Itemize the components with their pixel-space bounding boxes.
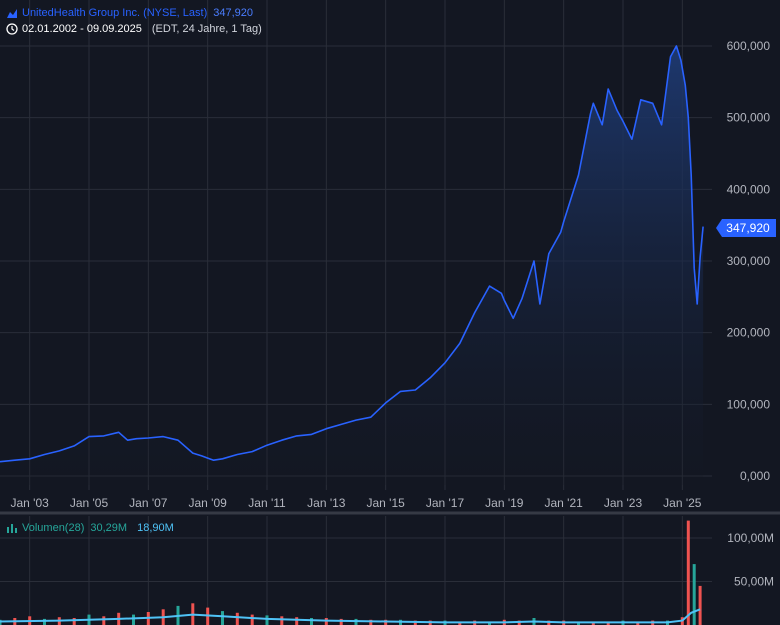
y-tick-label: 100,000 <box>727 397 771 411</box>
price-line <box>0 45 704 463</box>
volume-bar <box>280 616 284 625</box>
volume-bar <box>692 564 696 625</box>
volume-bar <box>295 617 299 625</box>
volume-bar <box>369 619 373 625</box>
y-tick-label: 400,000 <box>727 182 771 196</box>
price-area <box>0 45 704 485</box>
y-tick-label: 200,000 <box>727 326 771 340</box>
volume-label: Volumen(28) <box>22 522 85 534</box>
y-tick-label: 500,000 <box>727 111 771 125</box>
area-chart-icon <box>7 9 17 18</box>
volume-bars <box>0 520 702 625</box>
x-tick-label: Jan '13 <box>307 496 346 510</box>
price-badge-label: 347,920 <box>726 221 770 235</box>
clock-icon <box>6 23 18 35</box>
date-range-legend[interactable]: 02.01.2002 - 09.09.2025 (EDT, 24 Jahre, … <box>6 22 262 36</box>
volume-value-2: 18,90M <box>137 522 174 534</box>
volume-value-1: 30,29M <box>90 522 128 534</box>
volume-y-tick-label: 100,00M <box>727 531 774 545</box>
volume-bar <box>132 614 135 625</box>
volume-bar <box>102 616 106 625</box>
x-tick-label: Jan '23 <box>604 496 643 510</box>
volume-bar <box>72 618 76 625</box>
volume-ma-line <box>0 608 701 624</box>
price-badge-shape <box>716 219 776 237</box>
range-info: (EDT, 24 Jahre, 1 Tag) <box>151 23 262 35</box>
y-tick-label: 0,000 <box>740 469 770 483</box>
instrument-last-price: 347,920 <box>213 7 254 19</box>
volume-y-tick-label: 50,00M <box>734 575 774 589</box>
x-tick-label: Jan '15 <box>367 496 406 510</box>
x-tick-label: Jan '19 <box>485 496 524 510</box>
price-badge: 347,920 <box>716 219 776 237</box>
x-tick-label: Jan '07 <box>129 496 168 510</box>
x-tick-label: Jan '11 <box>248 496 286 510</box>
instrument-name: UnitedHealth Group Inc. (NYSE, Last) <box>22 7 208 19</box>
x-tick-label: Jan '05 <box>70 496 109 510</box>
x-tick-label: Jan '03 <box>11 496 50 510</box>
x-tick-label: Jan '25 <box>663 496 702 510</box>
x-tick-label: Jan '21 <box>545 496 584 510</box>
volume-bar <box>221 611 224 625</box>
volume-bar <box>43 618 46 625</box>
volume-bar <box>235 612 239 625</box>
volume-bars-icon <box>7 524 17 533</box>
volume-bar <box>310 618 313 625</box>
axes: Jan '03 Jan '05 Jan '07 Jan '09 Jan '11 Jan '… <box>11 39 774 589</box>
instrument-legend[interactable]: UnitedHealth Group Inc. (NYSE, Last) 347… <box>6 6 253 20</box>
y-tick-label: 600,000 <box>727 39 771 53</box>
y-tick-label: 300,000 <box>727 254 771 268</box>
x-tick-label: Jan '09 <box>189 496 228 510</box>
volume-bar <box>250 614 254 625</box>
volume-bar <box>265 615 269 625</box>
volume-bar <box>698 585 702 625</box>
volume-bar <box>686 520 690 625</box>
volume-legend[interactable]: Volumen(28) 30,29M 18,90M <box>6 521 174 535</box>
price-area-fill <box>0 46 704 485</box>
x-tick-label: Jan '17 <box>426 496 465 510</box>
date-range: 02.01.2002 - 09.09.2025 <box>22 23 142 35</box>
volume-bar <box>339 618 343 625</box>
